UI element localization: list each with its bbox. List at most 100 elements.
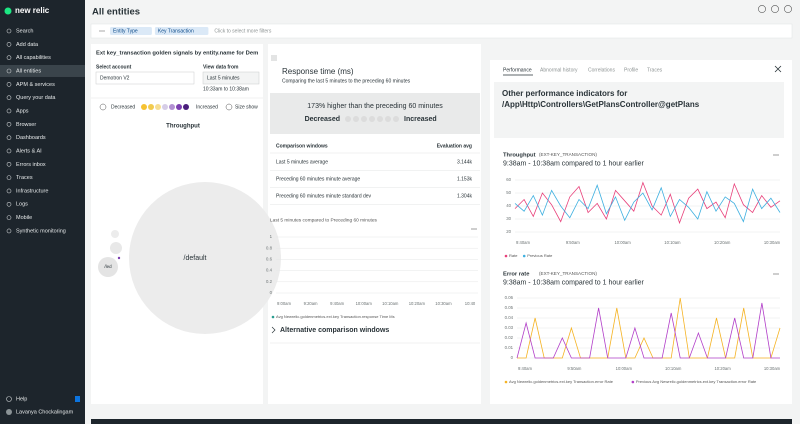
legend-swatch	[176, 104, 182, 110]
nav-icon	[6, 95, 12, 100]
y-tick-label: 60	[506, 177, 511, 182]
legend-swatch	[271, 315, 275, 319]
field-label: Select account	[96, 64, 132, 70]
x-tick-label: 10:00am	[356, 301, 373, 306]
tab[interactable]: Traces	[647, 67, 663, 73]
legend-swatch	[369, 116, 375, 122]
nav-icon	[6, 188, 12, 194]
nav-item[interactable]: APM & services	[16, 82, 55, 88]
nav-icon	[6, 28, 12, 34]
x-tick-label: 10:10am	[664, 240, 681, 245]
nav-item[interactable]: Apps	[16, 108, 29, 114]
heading: /App\Http\Controllers\GetPlansController…	[502, 100, 700, 109]
y-tick-label: 40	[506, 203, 511, 208]
nav-icon	[6, 135, 12, 140]
x-tick-label: 10:20am	[714, 366, 731, 371]
y-tick-label: 0.4	[266, 268, 273, 273]
tab[interactable]: Abnormal history	[540, 67, 578, 73]
legend-high: Increased	[196, 104, 218, 110]
x-tick-label: 10:30am	[764, 240, 781, 245]
menu-dot	[777, 154, 779, 156]
legend-swatch	[522, 254, 526, 258]
menu-dot	[471, 228, 473, 230]
legend-label: Rate	[509, 253, 518, 258]
bottom-bar	[91, 419, 792, 424]
chart-subtitle: 9:38am - 10:38am compared to 1 hour earl…	[503, 160, 645, 167]
legend-icon	[99, 103, 107, 111]
table-header: Evaluation avg	[437, 143, 472, 149]
nav-item[interactable]: All capabilities	[16, 55, 51, 61]
legend-swatch	[183, 104, 189, 110]
checkbox	[271, 55, 277, 61]
size-label[interactable]: Size show	[235, 104, 258, 110]
close-icon	[774, 65, 782, 73]
nav-icon	[6, 228, 12, 234]
account-select[interactable]	[95, 71, 195, 85]
nav-item[interactable]: Dashboards	[16, 135, 46, 141]
avatar	[6, 409, 12, 415]
expander[interactable]: Alternative comparison windows	[280, 327, 389, 334]
series-line	[514, 184, 781, 223]
bubble	[129, 182, 281, 334]
chart-title: Throughput	[503, 153, 536, 159]
nav-item[interactable]: Browser	[16, 122, 36, 128]
range-select[interactable]	[202, 71, 260, 85]
logo-icon	[4, 7, 12, 15]
user-name[interactable]: Lavanya Chockalingam	[16, 409, 74, 415]
nav-icon	[6, 215, 12, 220]
x-tick-label: 9:50am	[567, 366, 581, 371]
tab[interactable]: Profile	[624, 67, 638, 73]
filter-bar[interactable]	[90, 23, 793, 39]
nav-item[interactable]: Search	[16, 28, 33, 34]
legend-label: Avg Newrelic.goldenmetrics.ext.key Trans…	[509, 379, 614, 384]
nav-item[interactable]: Alerts & AI	[16, 148, 42, 154]
summary: 173% higher than the preceding 60 minute…	[307, 103, 443, 110]
filter-chip[interactable]	[154, 27, 209, 35]
nav-item[interactable]: Infrastructure	[16, 188, 48, 194]
bubble	[98, 257, 118, 277]
table-cell: Last 5 minutes average	[276, 159, 328, 165]
y-tick-label: 0.02	[505, 335, 514, 340]
nav-item[interactable]: Logs	[16, 202, 28, 208]
table-cell: 3.144k	[457, 159, 473, 165]
nav-item[interactable]: Traces	[16, 175, 33, 181]
field-label: View data from	[203, 64, 239, 70]
nav-icon	[6, 201, 12, 207]
panel-subtitle: Comparing the last 5 minutes to the prec…	[282, 78, 411, 84]
nav-icon	[6, 55, 12, 60]
x-tick-label: 10:40	[465, 301, 476, 306]
nav-active	[0, 64, 85, 77]
nav-icon	[6, 162, 12, 167]
chevron	[271, 326, 276, 334]
nav-item[interactable]: Add data	[16, 42, 39, 48]
size-icon	[225, 103, 233, 111]
filter-chip[interactable]	[110, 27, 152, 35]
nav-item[interactable]: Synthetic monitoring	[16, 228, 66, 234]
legend-high: Increased	[404, 116, 437, 123]
legend-swatch	[631, 380, 635, 384]
y-tick-label: 0	[511, 355, 514, 360]
summary-box	[270, 93, 480, 134]
header-icon	[784, 5, 792, 13]
y-tick-label: 0.6	[266, 257, 273, 262]
nav-item[interactable]: Query your data	[16, 95, 56, 101]
header-icon	[771, 5, 779, 13]
table-cell: 1.153k	[457, 176, 473, 182]
tab[interactable]: Correlations	[588, 67, 615, 73]
filter-placeholder[interactable]: Click to select more filters	[214, 28, 271, 34]
y-tick-label: 50	[506, 190, 511, 195]
menu-dot	[773, 154, 775, 156]
y-tick-label: 0.04	[505, 315, 514, 320]
bubble	[117, 256, 121, 260]
nav-item[interactable]: Errors inbox	[16, 162, 46, 168]
account-value: Demotron V2	[100, 75, 130, 81]
nav-item[interactable]: Mobile	[16, 215, 32, 221]
help[interactable]: Help	[16, 396, 27, 402]
nav-item[interactable]: All entities	[16, 68, 41, 74]
nav-icon	[6, 82, 12, 87]
table-cell: 1.304k	[457, 193, 473, 199]
tab[interactable]: Performance	[503, 67, 532, 73]
series-line	[514, 181, 781, 225]
filter-chip-label: Key Transaction	[158, 28, 194, 34]
